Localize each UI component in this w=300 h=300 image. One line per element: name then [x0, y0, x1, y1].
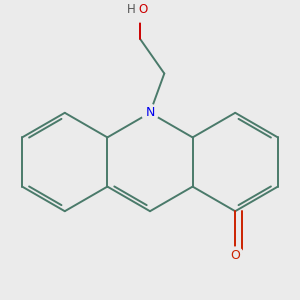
Circle shape	[128, 0, 152, 22]
Text: H: H	[127, 4, 136, 16]
Text: N: N	[145, 106, 155, 119]
Circle shape	[142, 104, 158, 121]
Text: O: O	[139, 4, 148, 16]
Circle shape	[227, 247, 244, 264]
Text: O: O	[230, 249, 240, 262]
